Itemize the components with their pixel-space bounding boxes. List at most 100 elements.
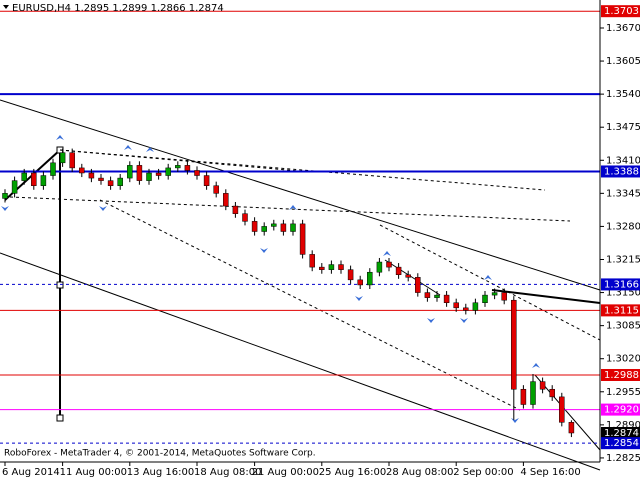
- candle-body: [184, 165, 191, 171]
- trend-line: [0, 99, 601, 291]
- trend-line: [384, 259, 441, 296]
- y-tick-label: 1.3605: [606, 56, 640, 67]
- y-tick-label: 1.2955: [606, 387, 640, 398]
- candle-body: [559, 396, 565, 423]
- y-tick-label: 1.3020: [606, 354, 640, 365]
- candle-body: [501, 292, 507, 301]
- candle-body: [251, 221, 258, 232]
- y-tick-label: 1.3215: [606, 254, 640, 265]
- level-label-box: [601, 5, 640, 18]
- level-label: 1.3115: [604, 305, 639, 316]
- candle-body: [472, 302, 479, 311]
- candle-body: [386, 261, 392, 268]
- candle-body: [117, 177, 123, 186]
- y-tick-label: 1.3475: [606, 122, 640, 133]
- y-tick-label: 1.3410: [606, 155, 640, 166]
- y-tick-label: 1.3540: [606, 89, 640, 100]
- candle-body: [242, 213, 248, 222]
- candle-body: [415, 277, 421, 293]
- chart-header: EURUSD,H4 1.2895 1.2899 1.2866 1.2874: [12, 3, 224, 14]
- candle-body: [299, 223, 306, 255]
- plot: [0, 10, 600, 444]
- x-tick-label: 11 Aug 00:00: [60, 467, 127, 478]
- y-tick-label: 1.2890: [606, 420, 640, 431]
- x-tick-label: 21 Aug 00:00: [252, 467, 319, 478]
- candle-body: [11, 180, 18, 194]
- candle-body: [88, 172, 95, 179]
- candle-body: [376, 261, 383, 273]
- candle-body: [31, 172, 37, 186]
- candle-body: [395, 266, 402, 276]
- symbol: EURUSD,H4: [12, 3, 71, 14]
- candle-body: [290, 223, 296, 232]
- candle-body: [213, 185, 219, 194]
- header-high: 1.2899: [112, 3, 147, 14]
- candle-body: [511, 299, 517, 390]
- trend-line: [0, 252, 601, 471]
- candle-body: [568, 422, 575, 434]
- candle-body: [443, 294, 450, 303]
- level-label: 1.2920: [604, 405, 639, 416]
- candle-body: [165, 167, 171, 176]
- x-tick-label: 13 Aug 16:00: [127, 467, 194, 478]
- channel-line: [379, 224, 601, 341]
- candle-body: [520, 388, 527, 405]
- level-label: 1.2854: [604, 438, 639, 449]
- candle-body: [261, 226, 267, 232]
- level-label-box: [601, 278, 640, 291]
- candle-body: [50, 162, 56, 176]
- candle-body: [136, 165, 143, 181]
- candle-body: [491, 292, 498, 296]
- level-label: 1.3166: [604, 279, 639, 290]
- candle-body: [453, 302, 459, 309]
- trend-line: [491, 289, 601, 304]
- footer: RoboForex - MetaTrader 4, © 2001-2014, M…: [4, 449, 316, 459]
- candle-body: [194, 170, 200, 176]
- candle-body: [280, 223, 287, 232]
- candle-body: [40, 175, 47, 186]
- x-tick-label: 2 Sep 00:00: [453, 467, 513, 478]
- candle-body: [482, 294, 488, 303]
- header-low: 1.2866: [151, 3, 186, 14]
- level-label: 1.2874: [604, 428, 639, 439]
- candle-body: [319, 266, 325, 270]
- level-label: 1.3388: [604, 166, 639, 177]
- header-open: 1.2895: [74, 3, 109, 14]
- candle-body: [59, 152, 66, 164]
- x-tick-label: 4 Sep 16:00: [520, 467, 580, 478]
- y-tick-label: 1.3670: [606, 23, 640, 34]
- candle-body: [223, 193, 229, 207]
- candle-body: [203, 175, 210, 186]
- candle-body: [424, 292, 431, 298]
- candle-body: [309, 254, 315, 268]
- level-label-box: [601, 437, 640, 450]
- level-label-box: [601, 368, 640, 381]
- y-tick-label: 1.2825: [606, 453, 640, 464]
- anchor: [56, 414, 64, 422]
- trend-line: [534, 374, 601, 451]
- candle-body: [271, 223, 277, 227]
- candle-body: [98, 177, 104, 181]
- anchor: [56, 281, 64, 289]
- y-tick-label: 1.3280: [606, 221, 640, 232]
- header-close: 1.2874: [189, 3, 224, 14]
- menu-arrow[interactable]: [3, 5, 9, 9]
- candle-body: [463, 307, 469, 311]
- candle-body: [69, 152, 75, 169]
- candle-body: [2, 193, 8, 199]
- x-tick-label: 25 Aug 16:00: [319, 467, 386, 478]
- candle-body: [357, 279, 363, 286]
- level-label-box: [601, 426, 640, 439]
- level-label-box: [601, 304, 640, 317]
- level-label-box: [601, 403, 640, 416]
- x-tick-label: 18 Aug 08:00: [194, 467, 261, 478]
- candle-body: [127, 165, 133, 179]
- candle-body: [405, 274, 411, 278]
- x-tick-label: 28 Aug 08:00: [386, 467, 453, 478]
- candle-body: [367, 271, 373, 286]
- level-label-box: [601, 165, 640, 178]
- candle-body: [549, 388, 555, 398]
- candle-body: [232, 205, 239, 214]
- x-tick-label: 6 Aug 2014: [2, 467, 60, 478]
